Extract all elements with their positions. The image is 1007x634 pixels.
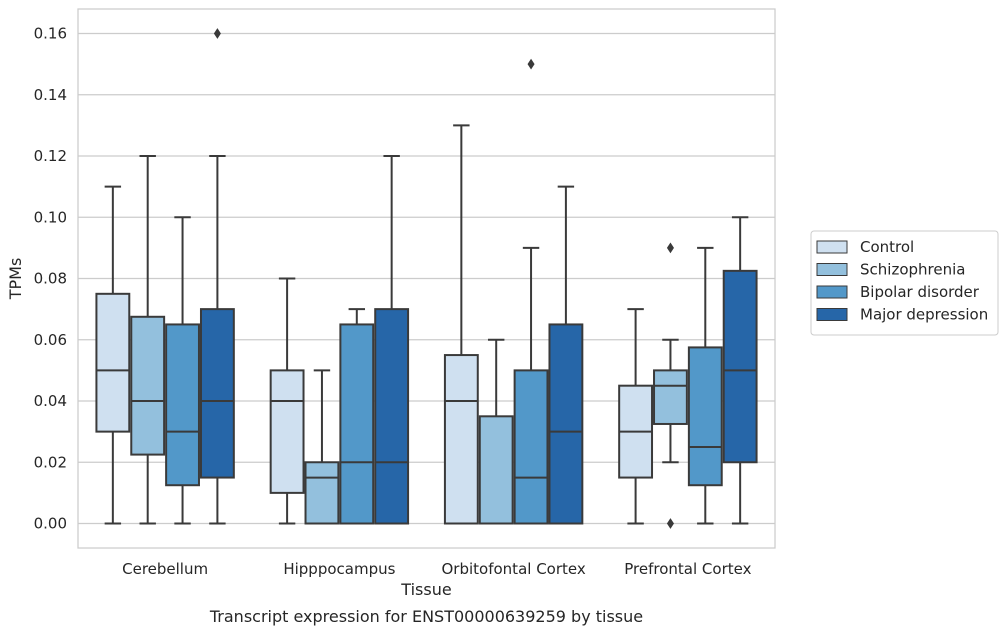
box-body bbox=[687, 346, 723, 487]
boxes bbox=[95, 28, 758, 529]
y-tick-label: 0.16 bbox=[34, 25, 67, 43]
box-major-depression bbox=[199, 28, 235, 525]
box-control bbox=[95, 185, 131, 525]
y-tick-label: 0.10 bbox=[34, 208, 67, 226]
box-body bbox=[653, 369, 688, 425]
legend-frame bbox=[810, 230, 999, 336]
box-body bbox=[199, 308, 235, 479]
x-tick-label: Cerebellum bbox=[122, 560, 208, 578]
box-body bbox=[374, 308, 410, 525]
box-body bbox=[443, 354, 479, 525]
box-body bbox=[130, 315, 166, 456]
y-tick-label: 0.04 bbox=[34, 392, 67, 410]
box-body bbox=[478, 415, 514, 525]
box-control bbox=[618, 308, 654, 525]
legend-swatch bbox=[816, 285, 848, 299]
y-tick-label: 0.06 bbox=[34, 331, 67, 349]
plot-area-frame bbox=[77, 8, 776, 549]
box-bipolar-disorder bbox=[687, 246, 723, 525]
legend-swatch bbox=[816, 308, 848, 321]
box-body bbox=[339, 323, 375, 525]
y-tick-label: 0.02 bbox=[34, 453, 67, 471]
legend-label: Bipolar disorder bbox=[860, 283, 980, 301]
box-bipolar-disorder bbox=[165, 216, 200, 525]
legend: Control Schizophrenia Bipolar disorder Majo… bbox=[810, 230, 999, 336]
box-schizophrenia bbox=[304, 369, 340, 525]
box-schizophrenia bbox=[130, 155, 166, 525]
box-body bbox=[269, 369, 305, 494]
legend-swatch bbox=[816, 240, 848, 254]
outlier-point bbox=[527, 58, 535, 70]
box-body bbox=[165, 323, 200, 487]
box-major-depression bbox=[374, 155, 410, 525]
box-major-depression bbox=[548, 185, 584, 525]
x-tick-labels: Cerebellum Hipppocampus Orbitofontal Corte… bbox=[122, 560, 751, 578]
legend-swatch bbox=[816, 263, 848, 276]
x-tick-label: Orbitofontal Cortex bbox=[442, 560, 586, 578]
outlier-point bbox=[666, 242, 674, 254]
box-control bbox=[269, 277, 305, 525]
outlier-point bbox=[213, 28, 221, 39]
y-tick-labels: 0.00 0.02 0.04 0.06 0.08 0.10 0.12 0.14 0.16 bbox=[34, 25, 67, 533]
box-body bbox=[722, 269, 758, 464]
box-major-depression bbox=[722, 216, 758, 525]
box-body bbox=[304, 461, 340, 525]
x-axis-label: Tissue bbox=[400, 580, 451, 599]
y-tick-label: 0.00 bbox=[34, 515, 67, 533]
legend-label: Control bbox=[860, 238, 914, 256]
y-tick-label: 0.14 bbox=[34, 86, 67, 104]
legend-label: Major depression bbox=[860, 306, 988, 324]
legend-label: Schizophrenia bbox=[860, 261, 965, 279]
box-body bbox=[548, 323, 584, 525]
y-axis-label: TPMs bbox=[6, 258, 25, 301]
y-tick-label: 0.12 bbox=[34, 147, 67, 165]
y-tick-label: 0.08 bbox=[34, 270, 67, 288]
box-bipolar-disorder bbox=[513, 58, 549, 525]
x-tick-label: Hipppocampus bbox=[283, 560, 395, 578]
outlier-point bbox=[666, 518, 674, 529]
box-body bbox=[95, 292, 131, 433]
box-control bbox=[443, 124, 479, 525]
box-body bbox=[513, 369, 549, 525]
box-schizophrenia bbox=[478, 338, 514, 525]
box-bipolar-disorder bbox=[339, 308, 375, 525]
box-schizophrenia bbox=[653, 242, 688, 529]
x-tick-label: Prefrontal Cortex bbox=[624, 560, 751, 578]
chart-caption: Transcript expression for ENST0000063925… bbox=[209, 607, 643, 626]
